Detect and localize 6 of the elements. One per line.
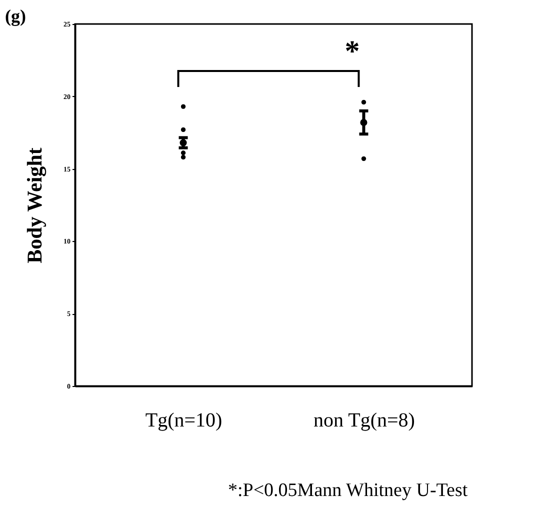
annotation: * — [344, 35, 360, 69]
x-tick-label: non Tg(n=8) — [313, 410, 415, 432]
x-tick-label: Tg(n=10) — [145, 410, 222, 432]
chart-title: (g) — [5, 6, 26, 26]
y-axis-title: Body Weight — [22, 148, 46, 264]
text: *:P<0.05Mann Whitney U-Test — [228, 480, 468, 502]
